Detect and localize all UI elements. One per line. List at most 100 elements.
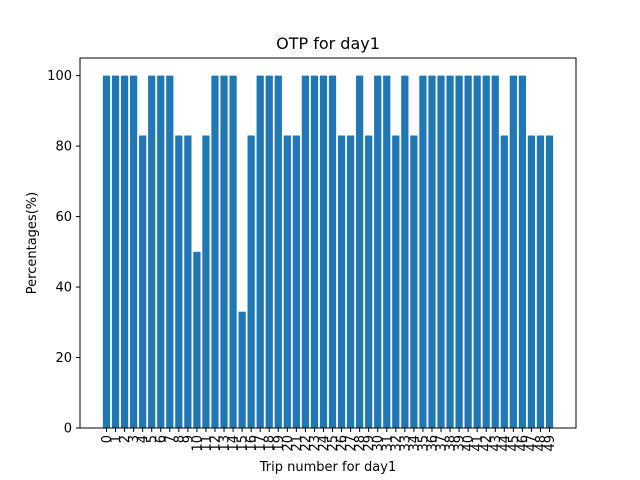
bar-17 <box>256 75 264 429</box>
x-tick-label-13: 13 <box>218 435 233 452</box>
x-tick-label-49: 49 <box>543 435 558 452</box>
y-tick-label: 100 <box>47 69 72 84</box>
x-tick-label-26: 26 <box>335 435 350 452</box>
x-tick-label-43: 43 <box>489 435 504 452</box>
x-tick-label-24: 24 <box>317 435 332 452</box>
bar-9 <box>184 135 192 428</box>
x-axis-label: Trip number for day1 <box>259 460 396 475</box>
bar-21 <box>292 135 300 428</box>
bar-26 <box>337 135 346 428</box>
x-tick-label-5: 5 <box>145 435 160 443</box>
x-tick-label-28: 28 <box>353 435 368 452</box>
x-tick-label-34: 34 <box>407 435 422 452</box>
bar-7 <box>166 75 174 429</box>
bar-15 <box>238 311 246 428</box>
x-tick-label-18: 18 <box>263 435 278 452</box>
bar-42 <box>482 75 490 429</box>
bar-29 <box>365 135 373 428</box>
bar-23 <box>310 75 319 429</box>
bar-13 <box>220 75 228 429</box>
x-tick-label-8: 8 <box>172 435 187 443</box>
bar-27 <box>346 135 355 428</box>
x-tick-label-12: 12 <box>208 435 223 452</box>
x-tick-label-6: 6 <box>154 435 169 443</box>
bar-48 <box>536 135 545 428</box>
x-tick-label-19: 19 <box>272 435 287 452</box>
chart-title: OTP for day1 <box>276 34 380 53</box>
y-tick-label: 60 <box>55 210 72 225</box>
x-tick-label-33: 33 <box>398 435 413 452</box>
bar-49 <box>545 135 554 428</box>
bar-25 <box>328 75 337 429</box>
x-axis: 0123456789101112131415161718192021222324… <box>100 428 558 452</box>
y-tick-label: 0 <box>64 422 72 437</box>
x-tick-label-23: 23 <box>308 435 323 452</box>
x-tick-label-0: 0 <box>100 435 115 443</box>
bar-12 <box>211 75 219 429</box>
x-tick-label-15: 15 <box>236 435 251 452</box>
bar-32 <box>392 135 400 428</box>
bar-47 <box>527 135 536 428</box>
x-tick-label-47: 47 <box>525 435 540 452</box>
y-tick-label: 40 <box>55 281 72 296</box>
x-tick-label-45: 45 <box>507 435 522 452</box>
bar-41 <box>473 75 481 429</box>
y-axis-label: Percentages(%) <box>25 192 40 294</box>
x-tick-label-46: 46 <box>516 435 531 452</box>
bar-35 <box>419 75 427 429</box>
x-tick-label-27: 27 <box>344 435 359 452</box>
x-tick-label-29: 29 <box>362 435 377 452</box>
bar-33 <box>401 75 409 429</box>
x-tick-label-41: 41 <box>471 435 486 452</box>
x-tick-label-32: 32 <box>389 435 404 452</box>
bar-18 <box>265 75 273 429</box>
x-tick-label-38: 38 <box>444 435 459 452</box>
bar-1 <box>111 75 120 429</box>
x-tick-label-14: 14 <box>227 435 242 452</box>
bar-14 <box>229 75 237 429</box>
x-tick-label-10: 10 <box>190 435 205 452</box>
bar-8 <box>175 135 183 428</box>
x-tick-label-35: 35 <box>416 435 431 452</box>
bar-20 <box>283 135 291 428</box>
plot-frame <box>79 57 577 429</box>
bar-19 <box>274 75 282 429</box>
bar-2 <box>120 75 129 429</box>
bar-3 <box>130 75 138 429</box>
x-tick-label-22: 22 <box>299 435 314 452</box>
bar-16 <box>247 135 255 428</box>
bar-46 <box>518 75 526 429</box>
x-tick-label-25: 25 <box>326 435 341 452</box>
bars-group <box>102 75 554 429</box>
bar-37 <box>437 75 445 429</box>
bar-24 <box>319 75 328 429</box>
x-tick-label-2: 2 <box>118 435 133 443</box>
x-tick-label-7: 7 <box>163 435 178 443</box>
bar-4 <box>139 135 147 428</box>
x-tick-label-1: 1 <box>109 435 124 443</box>
bar-38 <box>446 75 454 429</box>
x-tick-label-9: 9 <box>181 435 196 443</box>
bar-30 <box>374 75 382 429</box>
x-tick-label-42: 42 <box>480 435 495 452</box>
x-tick-label-20: 20 <box>281 435 296 452</box>
x-tick-label-17: 17 <box>254 435 269 452</box>
x-tick-label-21: 21 <box>290 435 305 452</box>
bar-10 <box>193 251 201 428</box>
bar-22 <box>301 75 310 429</box>
bar-43 <box>491 75 499 429</box>
bar-34 <box>410 135 418 428</box>
x-tick-label-16: 16 <box>245 435 260 452</box>
x-tick-label-48: 48 <box>534 435 549 452</box>
bar-36 <box>428 75 436 429</box>
bar-31 <box>383 75 391 429</box>
x-tick-label-31: 31 <box>380 435 395 452</box>
x-tick-label-36: 36 <box>425 435 440 452</box>
x-tick-label-3: 3 <box>127 435 142 443</box>
bar-0 <box>102 75 111 429</box>
x-tick-label-40: 40 <box>462 435 477 452</box>
x-tick-label-39: 39 <box>453 435 468 452</box>
bar-45 <box>509 75 517 429</box>
x-tick-label-37: 37 <box>435 435 450 452</box>
